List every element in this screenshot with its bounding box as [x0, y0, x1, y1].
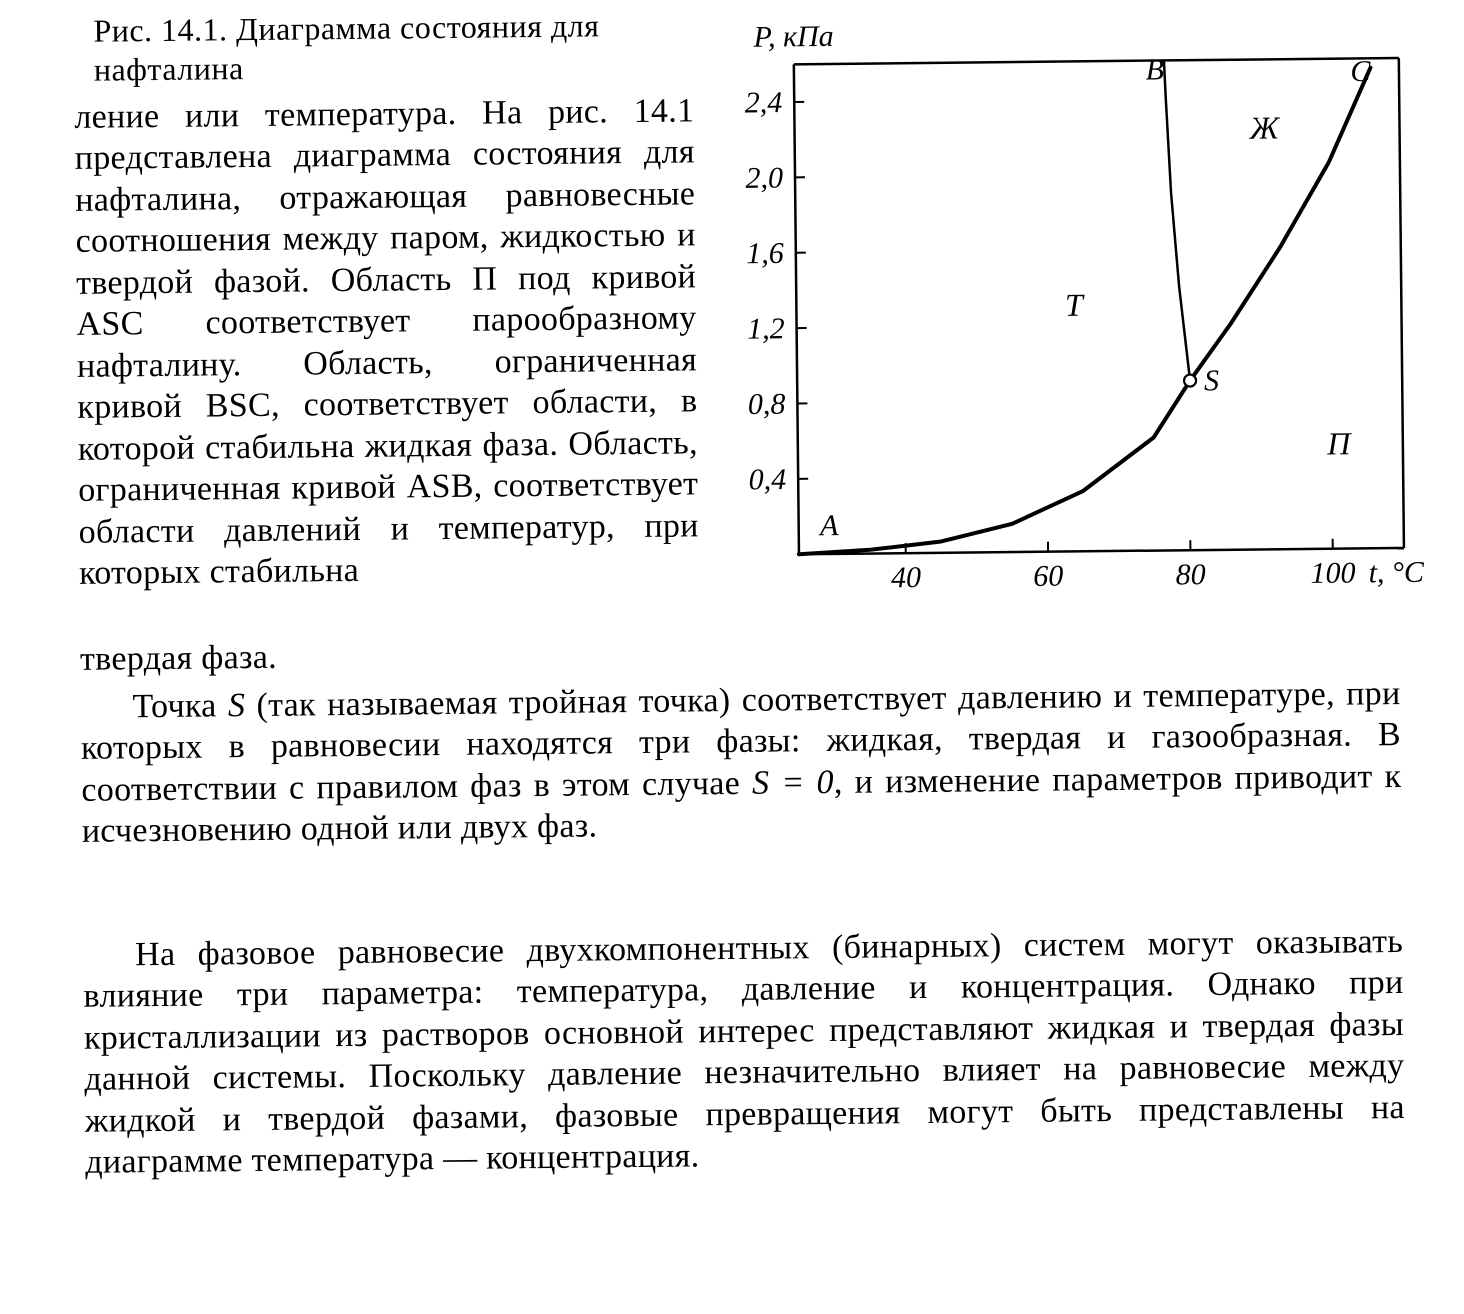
svg-text:2,4: 2,4 [745, 86, 783, 119]
svg-text:0,4: 0,4 [749, 463, 787, 496]
svg-text:П: П [1326, 425, 1352, 461]
svg-text:0,8: 0,8 [748, 388, 786, 421]
svg-text:A: A [818, 509, 839, 542]
svg-text:C: C [1350, 55, 1371, 88]
body-text-para2: Точка S (так называемая тройная точка) с… [80, 673, 1402, 853]
body-text-left: ление или температура. На рис. 14.1 пред… [74, 90, 699, 594]
body-text-tail: твердая фаза. [80, 625, 1400, 680]
phase-diagram-chart: 40 60 80 100 t, °C 0,4 0,8 1,2 1,6 2,0 2,4 P, кПа S A… [718, 3, 1424, 630]
svg-text:S: S [1204, 364, 1219, 397]
svg-text:T: T [1065, 287, 1085, 323]
svg-text:Ж: Ж [1248, 109, 1280, 145]
svg-text:100: 100 [1310, 556, 1355, 589]
svg-text:1,2: 1,2 [747, 312, 785, 345]
para3-text: На фазовое равновесие двухкомпонентных (… [83, 923, 1405, 1181]
para2-eq: S = 0 [752, 764, 834, 802]
svg-text:60: 60 [1033, 560, 1063, 593]
svg-text:t, °C: t, °C [1368, 556, 1424, 590]
svg-text:40: 40 [891, 561, 921, 594]
para2-a: Точка [132, 687, 228, 725]
body-text-para3: На фазовое равновесие двухкомпонентных (… [83, 921, 1406, 1184]
svg-text:B: B [1146, 53, 1165, 86]
para2-S: S [228, 687, 246, 724]
svg-text:80: 80 [1176, 558, 1206, 591]
svg-text:1,6: 1,6 [746, 237, 784, 270]
figure-caption: Рис. 14.1. Диаграмма состояния для нафта… [93, 5, 684, 89]
svg-text:P, кПа: P, кПа [752, 20, 833, 54]
svg-text:2,0: 2,0 [745, 162, 783, 195]
